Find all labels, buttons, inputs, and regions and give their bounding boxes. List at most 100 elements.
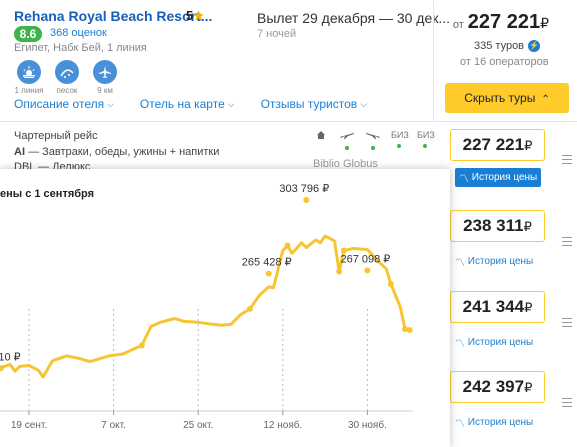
- operators-count: от 16 операторов: [460, 56, 549, 68]
- price-value: 241 344: [462, 297, 525, 316]
- data-label: 303 796 ₽: [279, 183, 329, 195]
- business-label: БИЗ: [417, 130, 435, 140]
- status-dot: [345, 146, 349, 150]
- divider: [433, 0, 434, 122]
- status-dot: [397, 144, 401, 148]
- x-tick-label: 25 окт.: [183, 420, 213, 431]
- data-label: 265 428 ₽: [242, 257, 292, 269]
- price-history-label: История цены: [467, 256, 534, 267]
- x-tick-label: 12 нояб.: [263, 419, 302, 431]
- price-value: 227 221: [462, 135, 525, 154]
- tours-count-label: 335 туров: [474, 40, 525, 52]
- hotel-name-link[interactable]: Rehana Royal Beach Resort...: [14, 8, 213, 24]
- chart-icon: 〽: [455, 339, 465, 350]
- annotated-point: [303, 197, 310, 204]
- tab-label: Отель на карте: [139, 97, 225, 111]
- data-point: [387, 281, 394, 287]
- chart-icon: 〽: [459, 174, 469, 185]
- tab-label: Описание отеля: [14, 97, 105, 111]
- business-class-outbound: БИЗ: [391, 130, 409, 148]
- meal-text: — Завтраки, обеды, ужины + напитки: [28, 146, 220, 158]
- chevron-down-icon: ⌵: [107, 98, 114, 109]
- tab-label: Отзывы туристов: [260, 97, 358, 111]
- price-history-popup: ены с 1 сентября 19 сент. 7 окт. 25 окт. 12…: [0, 169, 450, 447]
- data-label: 267 098 ₽: [340, 253, 390, 265]
- amenity-sand: песок: [52, 60, 82, 95]
- annotated-point: [265, 270, 272, 277]
- price-history-link[interactable]: 〽 История цены: [455, 415, 533, 430]
- tour-price-button[interactable]: 242 397₽: [450, 371, 545, 403]
- x-tick-label: 19 сент.: [11, 420, 47, 431]
- chevron-down-icon: ⌵: [360, 98, 367, 109]
- meal-code: AI: [14, 146, 25, 158]
- price-history-link[interactable]: 〽 История цены: [455, 168, 542, 187]
- divider: [0, 121, 577, 122]
- data-point: [402, 326, 408, 333]
- sunrise-icon: [17, 60, 41, 84]
- amenity-label: песок: [56, 86, 78, 95]
- tour-price-button[interactable]: 227 221₽: [450, 129, 545, 161]
- x-tick-label: 30 нояб.: [348, 419, 387, 431]
- price-value: 242 397: [462, 377, 525, 396]
- price-history-link[interactable]: 〽 История цены: [455, 335, 533, 350]
- chart-title: ены с 1 сентября: [0, 188, 95, 200]
- x-tick-label: 7 окт.: [101, 420, 126, 431]
- data-point: [406, 327, 413, 333]
- data-point: [336, 268, 343, 275]
- hotel-location: Египет, Набк Бей, 1 линия: [14, 42, 147, 54]
- hotel-tabs: Описание отеля ⌵ Отель на карте ⌵ Отзывы т…: [14, 97, 393, 111]
- menu-icon[interactable]: [562, 398, 572, 410]
- lightning-icon: ⚡: [528, 40, 541, 52]
- nights-count: 7 ночей: [257, 28, 297, 40]
- currency-symbol: ₽: [524, 380, 533, 395]
- return-flight-icon: [365, 130, 381, 150]
- price-value: 238 311: [463, 216, 524, 235]
- price-value: 227 221: [467, 11, 541, 33]
- reviews-link[interactable]: 368 оценок: [50, 27, 107, 39]
- data-point: [138, 342, 145, 349]
- chart-icon: 〽: [455, 258, 465, 269]
- tab-hotel-map[interactable]: Отель на карте ⌵: [140, 97, 235, 111]
- amenity-airport: 9 км: [90, 60, 120, 95]
- airplane-icon: [93, 60, 117, 84]
- meal-plan: AI — Завтраки, обеды, ужины + напитки: [14, 146, 219, 158]
- star-icon: ★: [193, 9, 204, 23]
- currency-symbol: ₽: [524, 138, 533, 153]
- currency-symbol: ₽: [524, 300, 533, 315]
- hotel-stars: 5★: [186, 8, 204, 23]
- amenities: 1 линия песок 9 км: [14, 60, 120, 95]
- price-from-label: от: [452, 19, 464, 31]
- hide-tours-label: Скрыть туры: [464, 91, 536, 105]
- price-history-label: История цены: [467, 337, 534, 348]
- stars-count: 5: [186, 8, 194, 23]
- price-history-label: История цены: [467, 417, 534, 428]
- price-history-link[interactable]: 〽 История цены: [455, 254, 533, 269]
- tour-price-button[interactable]: 238 311₽: [450, 210, 545, 242]
- menu-icon[interactable]: [562, 155, 572, 167]
- charter-label: Чартерный рейс: [14, 130, 98, 142]
- home-icon: [313, 130, 329, 142]
- rating-badge: 8.6: [14, 26, 42, 42]
- menu-icon[interactable]: [562, 237, 572, 249]
- price-history-chart: 19 сент. 7 окт. 25 окт. 12 нояб. 30 нояб. 16 …: [0, 183, 413, 431]
- amenity-label: 1 линия: [14, 86, 44, 95]
- data-point: [284, 242, 291, 249]
- flight-dates: Вылет 29 декабря — 30 дек...: [257, 10, 451, 26]
- tab-reviews[interactable]: Отзывы туристов ⌵: [261, 97, 367, 111]
- tab-hotel-description[interactable]: Описание отеля ⌵: [14, 97, 114, 111]
- status-dot: [423, 144, 427, 148]
- annotated-point: [364, 267, 371, 274]
- annotated-point: [0, 365, 4, 372]
- flight-details: БИЗ БИЗ: [313, 130, 435, 150]
- data-point: [340, 247, 347, 254]
- chart-icon: 〽: [455, 419, 465, 430]
- business-class-return: БИЗ: [417, 130, 435, 148]
- data-label: 16 010 ₽: [0, 351, 21, 363]
- sand-icon: [55, 60, 79, 84]
- currency-symbol: ₽: [523, 219, 532, 234]
- tour-price-button[interactable]: 241 344₽: [450, 291, 545, 323]
- hide-tours-button[interactable]: Скрыть туры ⌃: [445, 83, 569, 113]
- currency-symbol: ₽: [540, 15, 549, 31]
- departure-flight-icon: [339, 130, 355, 150]
- menu-icon[interactable]: [562, 318, 572, 330]
